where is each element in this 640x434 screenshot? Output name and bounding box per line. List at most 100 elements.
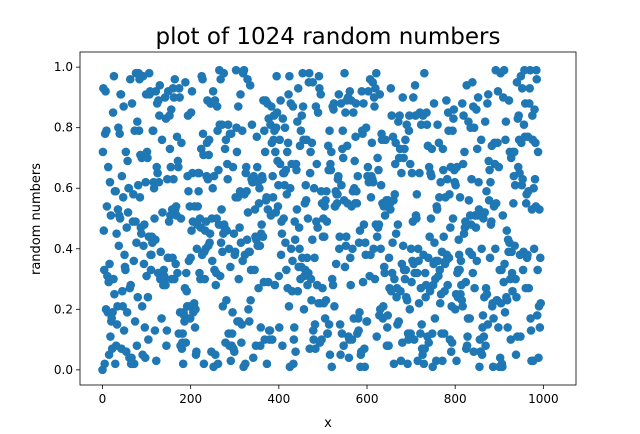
data-point [518, 265, 528, 275]
data-point [262, 193, 271, 202]
data-point [436, 177, 445, 187]
data-point [133, 117, 142, 126]
data-point [405, 305, 415, 314]
data-point [262, 359, 272, 369]
data-point [424, 253, 433, 263]
data-point [510, 180, 520, 190]
chart-title: plot of 1024 random numbers [156, 24, 501, 50]
data-point [123, 156, 132, 166]
data-point [471, 223, 481, 232]
data-point [110, 359, 120, 369]
data-point [509, 199, 518, 208]
x-axis-label: x [324, 416, 332, 431]
data-point [144, 68, 154, 78]
data-point [376, 244, 385, 254]
data-point [489, 314, 498, 323]
data-point [122, 223, 132, 232]
data-point [336, 350, 345, 360]
data-point [187, 87, 197, 96]
data-point [288, 256, 297, 266]
data-point [171, 259, 180, 269]
data-point [241, 162, 251, 172]
data-point [353, 171, 363, 181]
data-point [149, 183, 159, 193]
data-point [250, 265, 259, 275]
data-point [390, 189, 400, 199]
data-point [307, 295, 316, 305]
data-point [442, 96, 451, 105]
data-point [488, 362, 498, 372]
data-point [387, 111, 397, 120]
data-point [116, 90, 126, 99]
data-point [105, 177, 115, 187]
data-point [517, 84, 527, 93]
data-point [422, 120, 432, 129]
data-point [166, 162, 176, 172]
data-point [498, 211, 508, 220]
data-point [298, 68, 307, 78]
data-point [438, 144, 448, 154]
data-point [501, 117, 511, 126]
data-point [187, 226, 196, 235]
data-point [308, 77, 318, 87]
x-tick-label: 0 [99, 392, 107, 406]
data-point [223, 120, 233, 129]
data-point [454, 235, 464, 244]
data-point [299, 305, 309, 314]
data-point [457, 99, 467, 108]
data-point [220, 144, 230, 154]
data-point [229, 229, 239, 238]
data-point [292, 165, 301, 175]
data-point [535, 205, 544, 214]
data-point [257, 220, 266, 229]
data-point [146, 265, 156, 275]
data-point [351, 132, 360, 142]
data-point [237, 126, 247, 136]
data-point [374, 165, 383, 175]
data-point [430, 314, 440, 323]
data-point [485, 165, 494, 175]
data-point [371, 84, 380, 93]
data-point [222, 295, 231, 305]
data-point [250, 205, 260, 214]
data-point [321, 196, 330, 205]
data-point [334, 171, 343, 181]
data-point [386, 84, 396, 93]
data-point [388, 238, 397, 248]
data-point [338, 126, 348, 136]
data-point [342, 232, 351, 241]
data-point [281, 238, 290, 248]
data-point [119, 102, 128, 111]
data-point [121, 265, 130, 275]
data-point [267, 335, 277, 344]
data-point [286, 183, 295, 193]
data-point [518, 174, 527, 184]
data-point [375, 90, 385, 99]
data-point [106, 211, 116, 220]
data-point [451, 180, 460, 190]
data-point [478, 311, 488, 320]
data-point [421, 280, 431, 290]
data-point [398, 241, 408, 251]
data-point [511, 350, 521, 360]
data-point [358, 277, 368, 287]
data-point [216, 238, 226, 248]
x-tick-label: 200 [179, 392, 202, 406]
data-point [214, 165, 223, 175]
data-point [390, 274, 399, 284]
data-point [275, 159, 285, 169]
data-point [258, 232, 268, 241]
data-point [170, 74, 180, 84]
data-point [246, 295, 255, 305]
data-point [228, 162, 238, 172]
data-point [525, 84, 535, 93]
data-point [132, 238, 141, 248]
data-point [265, 326, 275, 335]
data-point [307, 138, 317, 148]
data-point [501, 135, 510, 145]
data-point [352, 199, 362, 208]
data-point [322, 186, 331, 196]
data-point [285, 71, 294, 81]
data-point [429, 99, 439, 108]
data-point [157, 135, 167, 145]
